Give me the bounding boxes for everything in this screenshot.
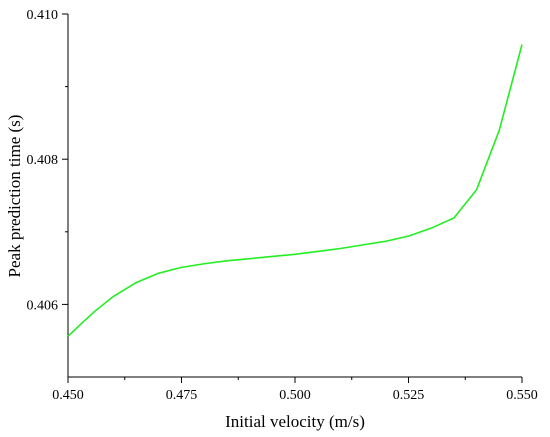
- y-tick-label: 0.406: [27, 298, 59, 313]
- x-axis-title: Initial velocity (m/s): [225, 412, 365, 431]
- plot-frame: [67, 14, 522, 378]
- x-tick-label: 0.550: [506, 388, 538, 403]
- series-line: [67, 44, 523, 337]
- y-ticks: 0.406 0.408 0.410: [27, 8, 68, 313]
- x-ticks: 0.450 0.475 0.500 0.525 0.550: [52, 377, 538, 403]
- x-tick-label: 0.500: [279, 388, 311, 403]
- x-tick-label: 0.475: [166, 388, 198, 403]
- y-axis-title: Peak prediction time (s): [5, 115, 24, 278]
- y-tick-label: 0.408: [27, 153, 59, 168]
- y-tick-label: 0.410: [27, 8, 59, 23]
- x-tick-label: 0.525: [393, 388, 425, 403]
- x-tick-label: 0.450: [52, 388, 84, 403]
